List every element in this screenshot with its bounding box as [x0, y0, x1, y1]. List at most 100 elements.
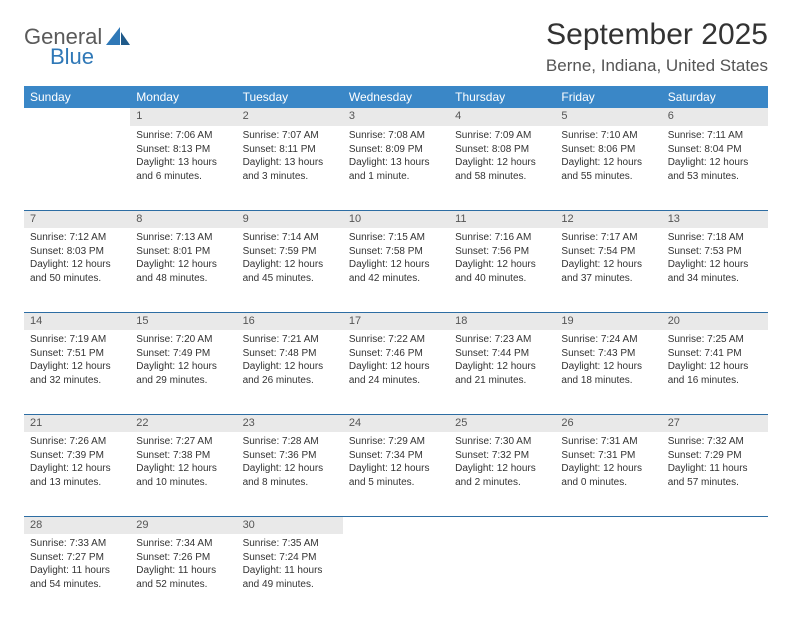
- day-cell-text: Sunrise: 7:09 AMSunset: 8:08 PMDaylight:…: [449, 126, 555, 189]
- day-cell-text: Sunrise: 7:18 AMSunset: 7:53 PMDaylight:…: [662, 228, 768, 291]
- day-cell-text: Sunrise: 7:20 AMSunset: 7:49 PMDaylight:…: [130, 330, 236, 393]
- title-block: September 2025 Berne, Indiana, United St…: [546, 18, 768, 76]
- day-cell-text: Sunrise: 7:13 AMSunset: 8:01 PMDaylight:…: [130, 228, 236, 291]
- day-number: 18: [449, 312, 555, 330]
- day-cell-text: Sunrise: 7:25 AMSunset: 7:41 PMDaylight:…: [662, 330, 768, 393]
- day-number: [662, 516, 768, 534]
- day-cell: Sunrise: 7:08 AMSunset: 8:09 PMDaylight:…: [343, 126, 449, 210]
- day-number: 1: [130, 108, 236, 126]
- day-cell-text: Sunrise: 7:21 AMSunset: 7:48 PMDaylight:…: [237, 330, 343, 393]
- day-cell-text: Sunrise: 7:08 AMSunset: 8:09 PMDaylight:…: [343, 126, 449, 189]
- day-cell-text: Sunrise: 7:24 AMSunset: 7:43 PMDaylight:…: [555, 330, 661, 393]
- day-cell: [555, 534, 661, 618]
- day-cell: Sunrise: 7:07 AMSunset: 8:11 PMDaylight:…: [237, 126, 343, 210]
- day-number: 5: [555, 108, 661, 126]
- day-number: 16: [237, 312, 343, 330]
- day-cell-text: Sunrise: 7:33 AMSunset: 7:27 PMDaylight:…: [24, 534, 130, 597]
- day-cell: Sunrise: 7:35 AMSunset: 7:24 PMDaylight:…: [237, 534, 343, 618]
- day-content-row: Sunrise: 7:12 AMSunset: 8:03 PMDaylight:…: [24, 228, 768, 312]
- day-cell: Sunrise: 7:26 AMSunset: 7:39 PMDaylight:…: [24, 432, 130, 516]
- day-cell: Sunrise: 7:22 AMSunset: 7:46 PMDaylight:…: [343, 330, 449, 414]
- day-number: 21: [24, 414, 130, 432]
- day-cell: Sunrise: 7:17 AMSunset: 7:54 PMDaylight:…: [555, 228, 661, 312]
- day-number-row: 21222324252627: [24, 414, 768, 432]
- day-number: [555, 516, 661, 534]
- day-number: 27: [662, 414, 768, 432]
- day-cell: Sunrise: 7:29 AMSunset: 7:34 PMDaylight:…: [343, 432, 449, 516]
- day-cell-text: [449, 534, 555, 543]
- day-number: 11: [449, 210, 555, 228]
- day-cell-text: Sunrise: 7:06 AMSunset: 8:13 PMDaylight:…: [130, 126, 236, 189]
- location-text: Berne, Indiana, United States: [546, 56, 768, 76]
- day-content-row: Sunrise: 7:06 AMSunset: 8:13 PMDaylight:…: [24, 126, 768, 210]
- day-cell: Sunrise: 7:15 AMSunset: 7:58 PMDaylight:…: [343, 228, 449, 312]
- day-cell: [343, 534, 449, 618]
- day-cell-text: [555, 534, 661, 543]
- day-cell: Sunrise: 7:27 AMSunset: 7:38 PMDaylight:…: [130, 432, 236, 516]
- day-number: 20: [662, 312, 768, 330]
- day-cell: Sunrise: 7:23 AMSunset: 7:44 PMDaylight:…: [449, 330, 555, 414]
- day-cell-text: Sunrise: 7:14 AMSunset: 7:59 PMDaylight:…: [237, 228, 343, 291]
- day-number: 30: [237, 516, 343, 534]
- day-number: 29: [130, 516, 236, 534]
- day-cell: Sunrise: 7:12 AMSunset: 8:03 PMDaylight:…: [24, 228, 130, 312]
- day-number: [449, 516, 555, 534]
- day-cell-text: Sunrise: 7:34 AMSunset: 7:26 PMDaylight:…: [130, 534, 236, 597]
- day-header: Wednesday: [343, 86, 449, 108]
- day-number: 17: [343, 312, 449, 330]
- calendar-header-row: SundayMondayTuesdayWednesdayThursdayFrid…: [24, 86, 768, 108]
- day-number: [24, 108, 130, 126]
- day-number: 22: [130, 414, 236, 432]
- day-cell-text: Sunrise: 7:29 AMSunset: 7:34 PMDaylight:…: [343, 432, 449, 495]
- day-cell: Sunrise: 7:32 AMSunset: 7:29 PMDaylight:…: [662, 432, 768, 516]
- day-cell-text: Sunrise: 7:28 AMSunset: 7:36 PMDaylight:…: [237, 432, 343, 495]
- day-cell-text: Sunrise: 7:15 AMSunset: 7:58 PMDaylight:…: [343, 228, 449, 291]
- day-cell: Sunrise: 7:10 AMSunset: 8:06 PMDaylight:…: [555, 126, 661, 210]
- day-number: 8: [130, 210, 236, 228]
- day-cell-text: Sunrise: 7:12 AMSunset: 8:03 PMDaylight:…: [24, 228, 130, 291]
- day-number: 25: [449, 414, 555, 432]
- day-cell: Sunrise: 7:09 AMSunset: 8:08 PMDaylight:…: [449, 126, 555, 210]
- day-header: Saturday: [662, 86, 768, 108]
- day-cell-text: Sunrise: 7:27 AMSunset: 7:38 PMDaylight:…: [130, 432, 236, 495]
- day-header: Monday: [130, 86, 236, 108]
- day-cell: Sunrise: 7:28 AMSunset: 7:36 PMDaylight:…: [237, 432, 343, 516]
- month-title: September 2025: [546, 18, 768, 52]
- day-cell: Sunrise: 7:13 AMSunset: 8:01 PMDaylight:…: [130, 228, 236, 312]
- day-cell: Sunrise: 7:16 AMSunset: 7:56 PMDaylight:…: [449, 228, 555, 312]
- day-number-row: 14151617181920: [24, 312, 768, 330]
- day-cell: Sunrise: 7:19 AMSunset: 7:51 PMDaylight:…: [24, 330, 130, 414]
- calendar-page: General Blue September 2025 Berne, India…: [0, 0, 792, 636]
- day-cell-text: Sunrise: 7:23 AMSunset: 7:44 PMDaylight:…: [449, 330, 555, 393]
- day-cell: Sunrise: 7:06 AMSunset: 8:13 PMDaylight:…: [130, 126, 236, 210]
- day-cell: Sunrise: 7:25 AMSunset: 7:41 PMDaylight:…: [662, 330, 768, 414]
- day-number: 9: [237, 210, 343, 228]
- day-number-row: 78910111213: [24, 210, 768, 228]
- day-cell-text: [662, 534, 768, 543]
- day-number: 3: [343, 108, 449, 126]
- day-number: 14: [24, 312, 130, 330]
- day-cell: Sunrise: 7:34 AMSunset: 7:26 PMDaylight:…: [130, 534, 236, 618]
- day-number: 4: [449, 108, 555, 126]
- day-header: Sunday: [24, 86, 130, 108]
- calendar-body: 123456Sunrise: 7:06 AMSunset: 8:13 PMDay…: [24, 108, 768, 618]
- day-number: 13: [662, 210, 768, 228]
- day-cell-text: [24, 126, 130, 135]
- header: General Blue September 2025 Berne, India…: [24, 18, 768, 76]
- day-cell: Sunrise: 7:30 AMSunset: 7:32 PMDaylight:…: [449, 432, 555, 516]
- day-number: 24: [343, 414, 449, 432]
- day-number: 10: [343, 210, 449, 228]
- day-cell: Sunrise: 7:24 AMSunset: 7:43 PMDaylight:…: [555, 330, 661, 414]
- day-number: 7: [24, 210, 130, 228]
- day-cell: Sunrise: 7:33 AMSunset: 7:27 PMDaylight:…: [24, 534, 130, 618]
- day-cell-text: Sunrise: 7:07 AMSunset: 8:11 PMDaylight:…: [237, 126, 343, 189]
- calendar-table: SundayMondayTuesdayWednesdayThursdayFrid…: [24, 86, 768, 618]
- day-number: 15: [130, 312, 236, 330]
- day-number: 6: [662, 108, 768, 126]
- day-cell: [662, 534, 768, 618]
- day-number: 23: [237, 414, 343, 432]
- day-cell: Sunrise: 7:20 AMSunset: 7:49 PMDaylight:…: [130, 330, 236, 414]
- day-number: 12: [555, 210, 661, 228]
- day-cell-text: Sunrise: 7:32 AMSunset: 7:29 PMDaylight:…: [662, 432, 768, 495]
- day-number: 19: [555, 312, 661, 330]
